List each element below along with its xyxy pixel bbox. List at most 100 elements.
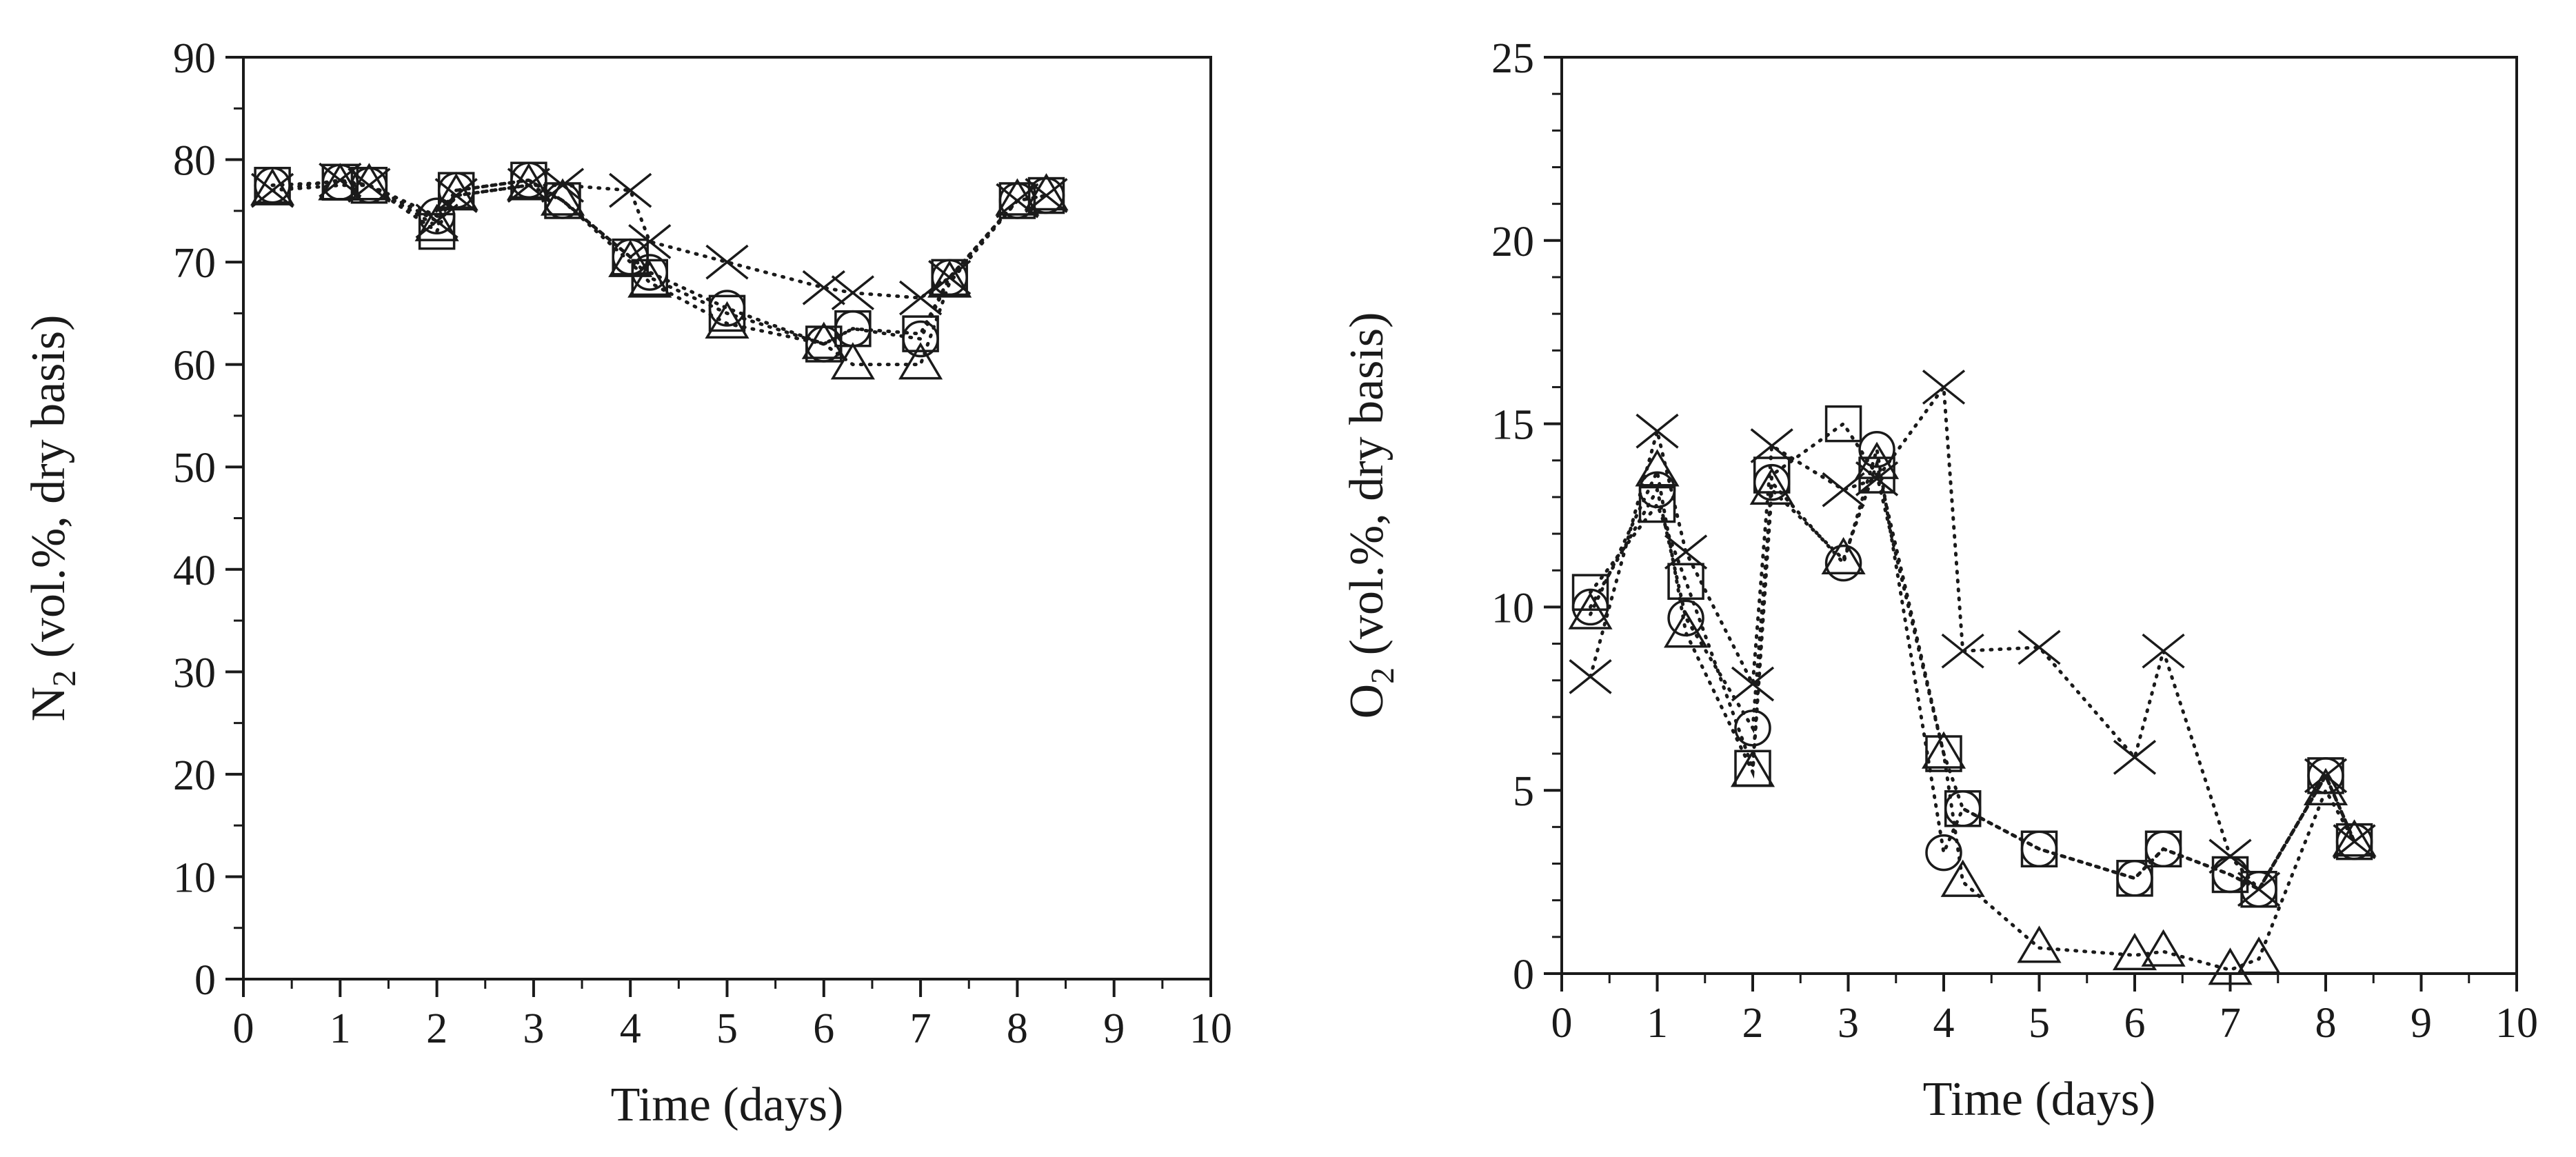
series-line bbox=[270, 178, 1048, 346]
data-point-x bbox=[831, 275, 874, 311]
series-square bbox=[1571, 405, 2373, 908]
x-tick-label: 7 bbox=[2220, 1000, 2241, 1047]
x-tick-label: 0 bbox=[233, 1005, 254, 1052]
data-point-triangle bbox=[2112, 932, 2157, 971]
data-point-x bbox=[541, 168, 585, 203]
y-tick-label: 25 bbox=[1491, 35, 1534, 82]
data-point-square bbox=[708, 294, 746, 332]
data-point-x bbox=[1822, 472, 1865, 507]
x-tick-label: 10 bbox=[2495, 1000, 2538, 1047]
x-tick-label: 9 bbox=[2411, 1000, 2432, 1047]
data-point-circle bbox=[1858, 431, 1895, 468]
data-point-x bbox=[928, 260, 972, 295]
data-point-square bbox=[321, 163, 359, 201]
y-tick-label: 50 bbox=[173, 445, 216, 492]
x-tick-label: 4 bbox=[1933, 1000, 1955, 1047]
y-tick-label: 60 bbox=[173, 343, 216, 390]
data-point-x bbox=[1569, 659, 1612, 694]
x-tick-label: 8 bbox=[2315, 1000, 2337, 1047]
y-tick-label: 10 bbox=[1491, 585, 1534, 632]
data-point-square bbox=[437, 172, 475, 209]
y-axis-title: N2 (vol.%, dry basis) bbox=[22, 315, 83, 722]
series-x bbox=[1569, 370, 2376, 907]
data-point-square bbox=[2307, 757, 2344, 794]
data-point-triangle bbox=[1940, 859, 1985, 897]
x-tick-label: 1 bbox=[330, 1005, 351, 1052]
data-point-square bbox=[544, 182, 581, 219]
data-point-x bbox=[415, 203, 459, 239]
data-point-square bbox=[418, 212, 456, 250]
series-triangle bbox=[1568, 441, 2377, 985]
data-point-triangle bbox=[1921, 731, 1966, 769]
data-point-square bbox=[254, 166, 291, 204]
y-tick-label: 40 bbox=[173, 547, 216, 594]
data-point-x bbox=[609, 172, 652, 208]
data-point-x bbox=[2017, 630, 2061, 665]
data-point-triangle bbox=[2236, 936, 2282, 974]
data-point-triangle bbox=[627, 260, 672, 298]
chart-n2: 0 1 2 3 4 5 6 7 8 9 10 0 10 20 30 40 50 60 70 80 90 Time (day… bbox=[22, 35, 1232, 1131]
x-axis-title: Time (days) bbox=[1923, 1073, 2156, 1126]
y-tick-label: 5 bbox=[1513, 768, 1534, 815]
x-tick-label: 10 bbox=[1189, 1005, 1232, 1052]
data-point-square bbox=[2240, 870, 2277, 908]
data-point-square bbox=[350, 166, 388, 204]
data-point-x bbox=[2142, 633, 2185, 669]
data-point-x bbox=[2237, 872, 2281, 907]
data-point-square bbox=[902, 315, 939, 352]
data-point-triangle bbox=[1568, 592, 1613, 630]
data-point-triangle bbox=[927, 260, 972, 298]
data-point-square bbox=[510, 161, 547, 199]
data-point-triangle bbox=[1663, 610, 1709, 648]
series-circle bbox=[1571, 431, 2373, 908]
data-point-triangle bbox=[2332, 819, 2377, 857]
data-point-circle bbox=[1925, 834, 1962, 872]
x-tick-label: 2 bbox=[426, 1005, 447, 1052]
data-point-circle bbox=[1667, 599, 1704, 637]
series-line bbox=[270, 183, 1048, 367]
data-point-square bbox=[631, 259, 669, 296]
data-point-triangle bbox=[2208, 947, 2253, 985]
data-point-square bbox=[834, 310, 872, 348]
x-tick-label: 6 bbox=[2124, 1000, 2146, 1047]
x-tick-label: 7 bbox=[910, 1005, 932, 1052]
data-point-square bbox=[1944, 790, 1982, 827]
x-tick-label: 4 bbox=[620, 1005, 641, 1052]
y-axis-title: O2 (vol.%, dry basis) bbox=[1340, 312, 1401, 719]
x-tick-label: 3 bbox=[1838, 1000, 1859, 1047]
data-point-x bbox=[1636, 413, 1679, 449]
y-tick-label: 80 bbox=[173, 138, 216, 185]
x-tick-label: 6 bbox=[813, 1005, 834, 1052]
x-tick-label: 2 bbox=[1742, 1000, 1764, 1047]
data-point-triangle bbox=[898, 342, 943, 380]
y-tick-label: 30 bbox=[173, 650, 216, 696]
data-point-triangle bbox=[2017, 925, 2062, 963]
data-point-x bbox=[628, 224, 672, 259]
data-point-triangle bbox=[347, 163, 392, 201]
data-point-square bbox=[1858, 456, 1895, 494]
y-tick-label: 0 bbox=[194, 957, 216, 1004]
data-point-x bbox=[899, 280, 943, 316]
data-point-square bbox=[2116, 860, 2153, 897]
series-square bbox=[254, 161, 1065, 363]
data-point-circle bbox=[1824, 544, 1862, 582]
data-point-square bbox=[1824, 405, 1862, 443]
data-point-square bbox=[1638, 485, 1676, 523]
data-point-triangle bbox=[1024, 173, 1069, 211]
data-point-x bbox=[1855, 461, 1899, 496]
data-point-square bbox=[2335, 823, 2373, 861]
y-tick-label: 20 bbox=[1491, 219, 1534, 265]
y-tick-label: 0 bbox=[1513, 952, 1534, 998]
data-point-x bbox=[1941, 633, 1984, 669]
data-point-triangle bbox=[434, 173, 479, 211]
data-point-square bbox=[805, 325, 843, 363]
data-point-triangle bbox=[414, 203, 459, 241]
x-tick-label: 5 bbox=[2029, 1000, 2050, 1047]
data-point-triangle bbox=[2303, 767, 2348, 805]
data-point-square bbox=[2211, 856, 2249, 894]
series-line bbox=[1589, 458, 2357, 972]
data-point-square bbox=[1571, 574, 1609, 611]
data-point-triangle bbox=[830, 342, 875, 380]
data-point-square bbox=[998, 182, 1036, 219]
